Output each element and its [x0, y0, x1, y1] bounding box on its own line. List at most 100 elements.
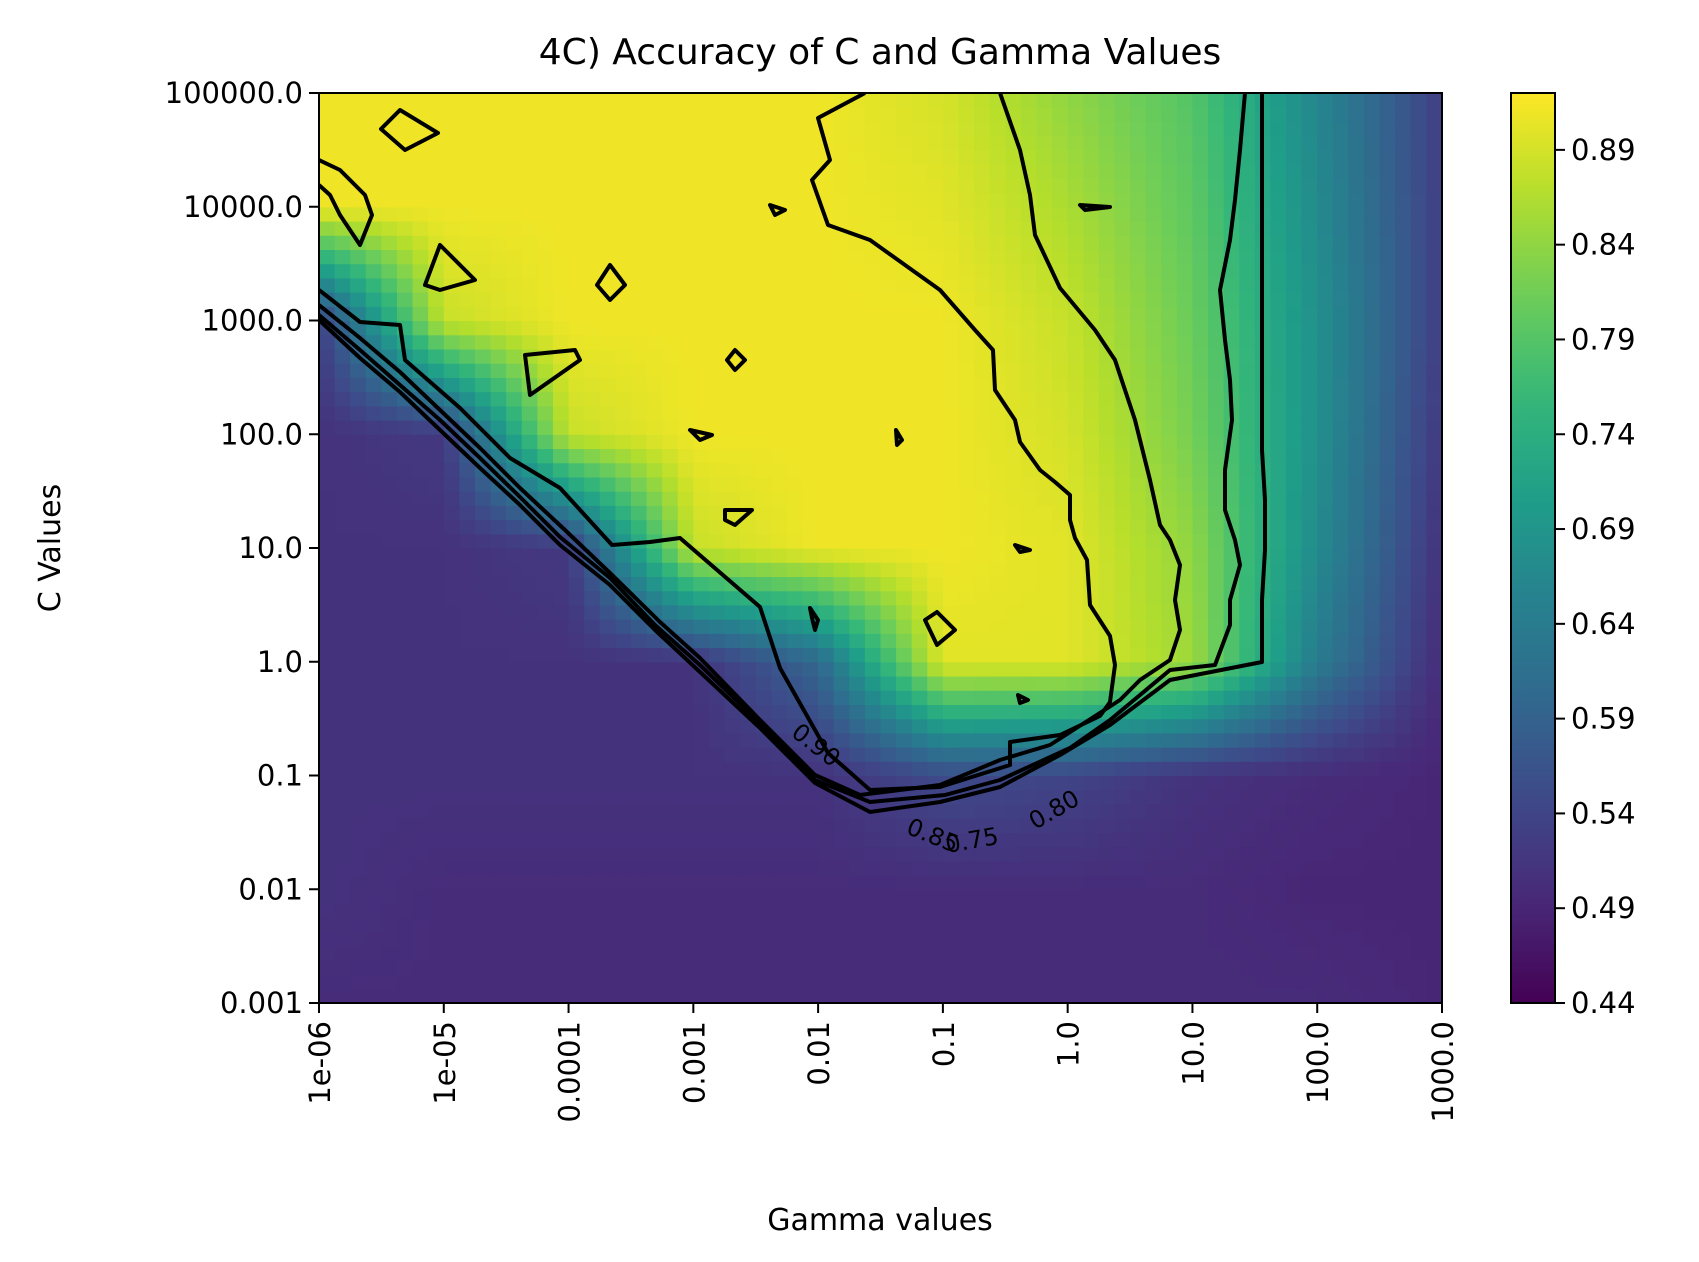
heatmap-cell [1395, 761, 1412, 777]
heatmap-cell [740, 420, 757, 435]
heatmap-cell [459, 747, 476, 762]
heatmap-cell [849, 832, 866, 848]
heatmap-cell [474, 548, 492, 563]
heatmap-cell [1410, 135, 1428, 151]
heatmap-cell [864, 434, 882, 450]
heatmap-cell [849, 263, 866, 279]
heatmap-cell [1286, 789, 1303, 805]
heatmap-cell [818, 619, 835, 634]
heatmap-cell [1410, 292, 1428, 307]
heatmap-cell [474, 903, 492, 919]
heatmap-cell [1223, 292, 1240, 307]
heatmap-cell [584, 192, 601, 208]
heatmap-cell [833, 292, 850, 307]
heatmap-cell [1301, 149, 1318, 165]
heatmap-cell [521, 590, 538, 606]
heatmap-cell [1192, 761, 1209, 777]
heatmap-cell [1348, 590, 1365, 606]
heatmap-cell [677, 846, 694, 862]
heatmap-cell [552, 462, 570, 478]
heatmap-cell [896, 732, 913, 748]
heatmap-cell [381, 164, 398, 179]
heatmap-cell [1223, 306, 1240, 322]
heatmap-cell [1270, 576, 1287, 592]
heatmap-cell [1083, 832, 1100, 848]
heatmap-cell [1410, 661, 1428, 677]
heatmap-cell [942, 93, 960, 108]
heatmap-cell [708, 533, 726, 549]
heatmap-cell [1395, 249, 1412, 265]
heatmap-cell [490, 832, 507, 848]
heatmap-cell [459, 235, 476, 251]
contour-island-i [768, 203, 787, 217]
heatmap-cell [1114, 562, 1131, 578]
heatmap-cell [584, 348, 601, 364]
heatmap-cell [662, 249, 679, 265]
heatmap-cell [1379, 619, 1396, 634]
heatmap-cell [833, 178, 850, 194]
heatmap-cell [1301, 306, 1318, 322]
heatmap-cell [849, 576, 866, 592]
heatmap-cell [1286, 832, 1303, 848]
heatmap-cell [1114, 889, 1131, 905]
heatmap-cell [1317, 590, 1334, 606]
heatmap-cell [974, 548, 991, 563]
heatmap-cell [1067, 149, 1084, 165]
heatmap-cell [724, 889, 741, 905]
heatmap-cell [786, 220, 804, 236]
heatmap-cell [1223, 960, 1240, 976]
heatmap-cell [1364, 377, 1381, 393]
heatmap-cell [1020, 462, 1038, 478]
heatmap-cell [1145, 619, 1162, 634]
heatmap-cell [1395, 704, 1412, 720]
heatmap-cell [1332, 391, 1350, 407]
heatmap-cell [802, 548, 819, 563]
heatmap-cell [849, 420, 866, 435]
heatmap-cell [1426, 931, 1442, 947]
heatmap-cell [568, 107, 585, 123]
heatmap-cell [911, 121, 928, 137]
heatmap-cell [396, 476, 414, 492]
heatmap-cell [864, 875, 882, 890]
heatmap-cell [490, 747, 507, 762]
contour-line-0.80 [319, 93, 1247, 804]
heatmap-cell [693, 462, 710, 478]
heatmap-cell [1005, 448, 1022, 464]
heatmap-cell [537, 988, 554, 1003]
heatmap-cell [1145, 718, 1162, 734]
heatmap-cell [365, 448, 382, 464]
heatmap-cell [1176, 732, 1194, 748]
heatmap-cell [755, 448, 772, 464]
heatmap-cell [412, 562, 429, 578]
heatmap-cell [1145, 448, 1162, 464]
heatmap-cell [755, 974, 772, 990]
heatmap-cell [974, 434, 991, 450]
heatmap-cell [1348, 178, 1365, 194]
heatmap-cell [1410, 263, 1428, 279]
heatmap-cell [677, 732, 694, 748]
heatmap-cell [974, 405, 991, 421]
heatmap-cell [1098, 249, 1116, 265]
heatmap-cell [1254, 505, 1272, 521]
heatmap-cell [880, 348, 897, 364]
heatmap-cell [662, 405, 679, 421]
heatmap-cell [490, 718, 507, 734]
heatmap-cell [1052, 875, 1069, 890]
heatmap-cell [1192, 860, 1209, 876]
heatmap-cell [911, 505, 928, 521]
heatmap-cell [521, 576, 538, 592]
heatmap-cell [334, 519, 351, 535]
heatmap-cell [428, 647, 445, 663]
heatmap-cell [474, 917, 492, 933]
heatmap-cell [1348, 562, 1365, 578]
heatmap-cell [989, 604, 1006, 620]
heatmap-cell [459, 633, 476, 649]
heatmap-cell [786, 931, 804, 947]
heatmap-cell [1083, 405, 1100, 421]
heatmap-cell [537, 178, 554, 194]
heatmap-cell [646, 164, 663, 179]
heatmap-cell [521, 192, 538, 208]
heatmap-cell [350, 803, 367, 819]
heatmap-cell [474, 164, 492, 179]
heatmap-cell [584, 377, 601, 393]
